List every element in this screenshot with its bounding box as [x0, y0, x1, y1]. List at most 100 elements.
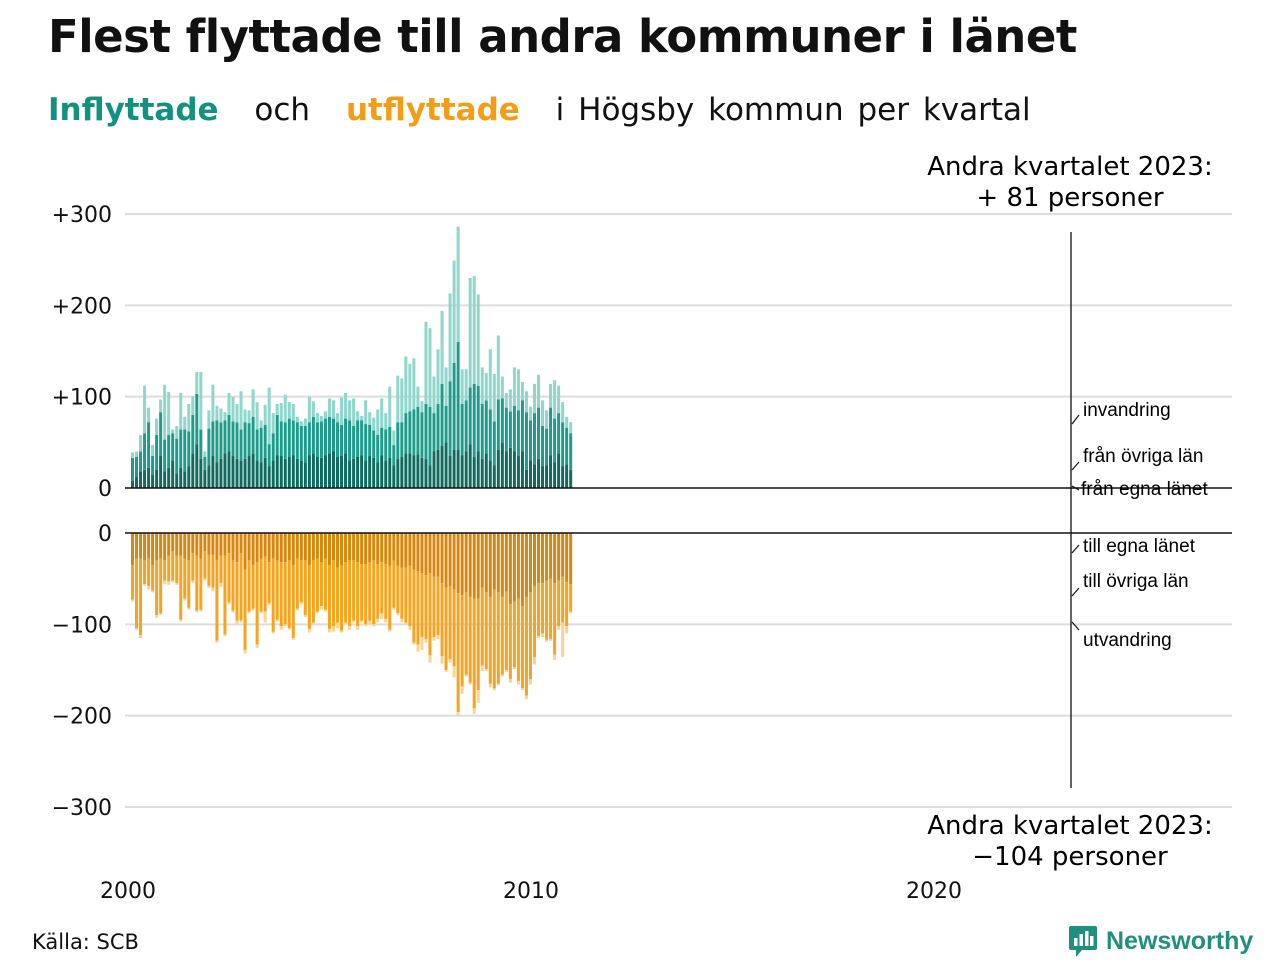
bar-in-own-county — [199, 458, 203, 488]
bar-in-other-counties — [295, 422, 299, 459]
bar-out-emigration — [219, 583, 223, 587]
bar-out-emigration — [388, 629, 392, 632]
bar-out-emigration — [384, 618, 388, 623]
bar-in-immigration — [303, 418, 307, 426]
bar-in-own-county — [412, 455, 416, 488]
bar-in-own-county — [147, 467, 151, 488]
bar-in-own-county — [231, 456, 235, 488]
bar-in-immigration — [163, 384, 167, 440]
bar-in-other-counties — [131, 457, 134, 481]
bar-in-own-county — [235, 458, 239, 488]
bar-in-immigration — [311, 401, 315, 417]
bar-in-other-counties — [561, 422, 565, 467]
bar-out-other-counties — [557, 580, 561, 627]
bar-in-immigration — [448, 293, 452, 382]
bar-in-own-county — [307, 455, 311, 488]
y-tick-label-top: 0 — [98, 477, 112, 502]
bar-out-other-counties — [428, 573, 432, 656]
bar-in-other-counties — [163, 439, 167, 472]
bar-in-other-counties — [227, 414, 231, 452]
bar-in-other-counties — [348, 420, 352, 461]
bar-out-other-counties — [561, 576, 565, 623]
bar-in-other-counties — [480, 403, 484, 459]
bar-in-other-counties — [468, 387, 472, 445]
bar-out-other-counties — [223, 555, 227, 635]
bar-in-immigration — [392, 430, 396, 446]
bar-out-other-counties — [211, 554, 215, 588]
bar-in-other-counties — [440, 383, 444, 446]
x-tick-label: 2020 — [906, 879, 962, 904]
bar-out-emigration — [267, 603, 271, 606]
brand-logo[interactable]: Newsworthy — [1068, 924, 1253, 958]
bar-out-other-counties — [191, 553, 195, 581]
bar-in-immigration — [360, 415, 364, 421]
bar-out-emigration — [492, 688, 496, 691]
bar-out-own-county — [179, 533, 183, 556]
bar-in-immigration — [271, 413, 275, 434]
bar-out-own-county — [279, 533, 283, 563]
bar-in-own-county — [360, 455, 364, 488]
bar-out-other-counties — [151, 564, 155, 591]
bar-out-own-county — [432, 533, 436, 577]
bar-out-emigration — [235, 620, 239, 625]
bar-in-immigration — [380, 398, 384, 428]
bar-out-emigration — [408, 626, 412, 630]
bar-out-other-counties — [372, 560, 376, 625]
bar-in-other-counties — [565, 427, 569, 465]
bar-out-other-counties — [360, 564, 364, 621]
bar-out-own-county — [332, 533, 335, 561]
bar-in-other-counties — [484, 400, 488, 454]
bar-in-own-county — [537, 458, 541, 488]
bar-in-immigration — [143, 385, 147, 434]
bar-in-immigration — [524, 391, 528, 413]
bar-out-other-counties — [384, 564, 388, 619]
bar-in-immigration — [376, 409, 380, 436]
bar-out-own-county — [183, 533, 187, 559]
bar-out-other-counties — [468, 596, 472, 683]
bar-out-other-counties — [287, 560, 291, 628]
inflow-bars — [131, 226, 573, 488]
leader-utvandring — [1071, 621, 1080, 631]
bar-in-own-county — [135, 477, 139, 488]
bar-out-other-counties — [219, 555, 223, 584]
y-tick-label-top: +100 — [52, 386, 112, 411]
bar-out-other-counties — [215, 560, 219, 641]
bar-out-other-counties — [488, 596, 492, 684]
bar-in-immigration — [259, 420, 263, 428]
bar-out-own-county — [295, 533, 299, 559]
bar-in-immigration — [460, 369, 464, 404]
bar-out-emigration — [476, 690, 480, 703]
bar-out-own-county — [388, 533, 392, 566]
bar-out-own-county — [537, 533, 541, 584]
bar-in-own-county — [251, 453, 255, 488]
bar-in-immigration — [516, 369, 520, 411]
bar-in-other-counties — [569, 433, 573, 470]
bar-out-own-county — [376, 533, 380, 565]
bar-out-other-counties — [492, 589, 496, 689]
bar-out-emigration — [227, 602, 231, 605]
bar-out-own-county — [211, 533, 215, 555]
bar-in-own-county — [348, 460, 352, 488]
bar-out-emigration — [569, 611, 573, 614]
bar-out-own-county — [492, 533, 496, 590]
bar-in-other-counties — [488, 409, 492, 461]
bar-out-own-county — [283, 533, 287, 563]
bar-out-emigration — [191, 580, 195, 584]
bar-out-own-county — [512, 533, 516, 602]
leader-till-ovriga-lan — [1071, 587, 1080, 597]
bar-out-own-county — [456, 533, 460, 594]
bar-out-emigration — [396, 613, 400, 616]
leader-till-egna-lanet — [1071, 544, 1080, 554]
bar-in-other-counties — [372, 430, 376, 458]
bar-in-immigration — [344, 393, 348, 419]
gridlines — [125, 213, 1232, 808]
bar-in-own-county — [569, 469, 573, 488]
bar-in-other-counties — [496, 399, 500, 450]
bar-out-own-county — [171, 533, 175, 552]
bar-out-emigration — [203, 578, 207, 581]
bar-out-other-counties — [323, 558, 327, 610]
bar-in-own-county — [327, 453, 331, 488]
bar-out-own-county — [167, 533, 171, 556]
bar-out-emigration — [424, 638, 428, 643]
